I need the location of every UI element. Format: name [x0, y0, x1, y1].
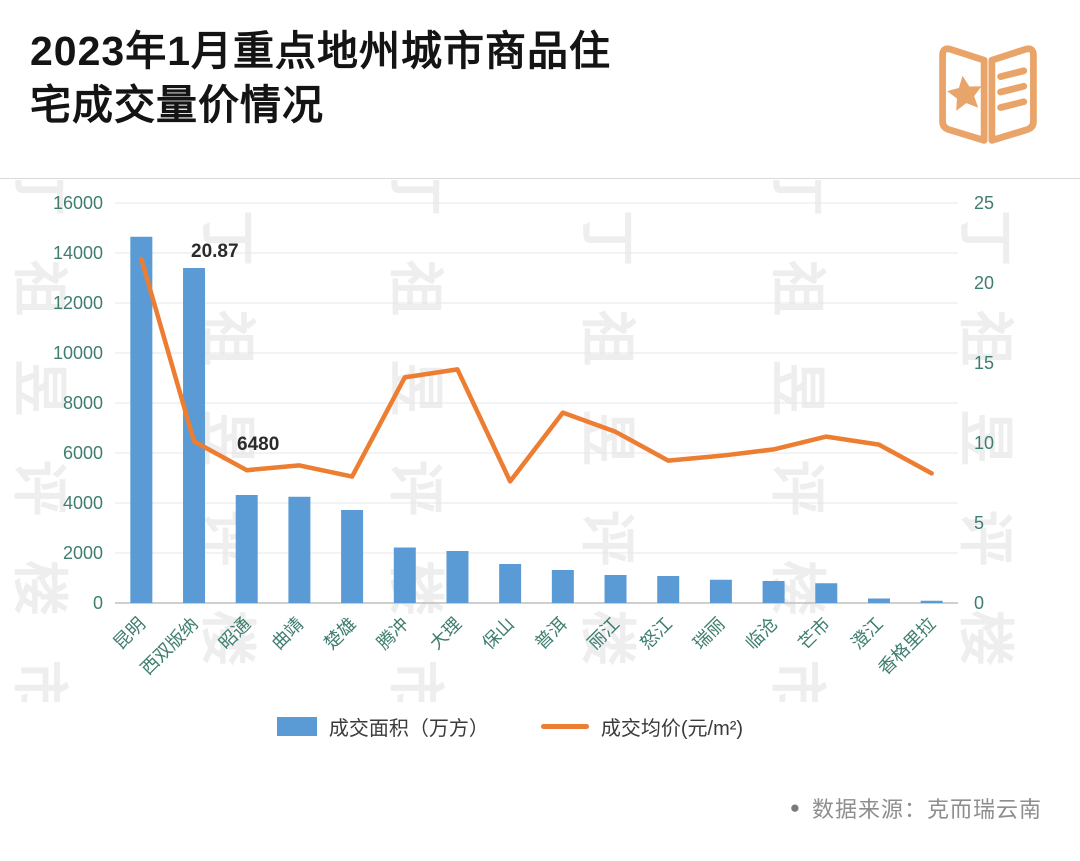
bar	[235, 495, 258, 603]
right-axis-tick: 5	[974, 513, 984, 533]
bar	[815, 583, 838, 603]
bar	[341, 510, 364, 603]
category-label: 西双版纳	[137, 614, 202, 679]
category-label: 楚雄	[320, 614, 360, 654]
bar-swatch-icon	[276, 717, 317, 736]
bar	[130, 236, 153, 603]
category-label: 香格里拉	[874, 614, 939, 679]
left-axis-tick: 8000	[63, 393, 103, 413]
left-axis-tick: 14000	[53, 243, 103, 263]
category-label: 保山	[478, 614, 518, 654]
text-lines-icon	[997, 67, 1028, 111]
category-label: 瑞丽	[689, 614, 729, 654]
page-title-line1: 2023年1月重点地州城市商品住	[30, 28, 612, 74]
header-divider	[0, 178, 1080, 179]
combo-chart: 0 2000 4000 6000 8000 10000 12000 14000 16000 0 5 1…	[53, 193, 994, 679]
bar	[446, 551, 469, 603]
category-label: 腾冲	[373, 614, 413, 654]
left-axis-tick: 2000	[63, 543, 103, 563]
legend-item-area: 成交面积（万方）	[276, 712, 489, 741]
bar	[657, 576, 680, 603]
page-title-line2: 宅成交量价情况	[30, 82, 324, 129]
bar	[393, 547, 416, 603]
bar	[709, 579, 732, 603]
bar	[499, 564, 522, 603]
page-title: 2023年1月重点地州城市商品住 宅成交量价情况	[30, 24, 850, 132]
left-axis-tick: 16000	[53, 193, 103, 213]
left-axis-tick: 12000	[53, 293, 103, 313]
right-axis-tick: 20	[974, 273, 994, 293]
category-label: 昆明	[110, 614, 150, 654]
chart-section: 丁祖昱评楼市 丁祖昱评楼市 丁祖昱评楼市 丁祖昱评楼市 丁祖昱评楼市 丁祖昱评楼市 0 20…	[0, 180, 1080, 702]
data-label: 6480	[237, 434, 279, 455]
category-label: 芒市	[795, 614, 835, 654]
legend-label-area: 成交面积（万方）	[328, 718, 489, 740]
category-label: 大理	[426, 614, 466, 654]
right-axis-tick: 10	[974, 433, 994, 453]
category-label: 丽江	[584, 614, 624, 654]
category-label: 澄江	[847, 614, 887, 654]
left-axis-tick: 10000	[53, 343, 103, 363]
data-source-text: 数据来源：克而瑞云南	[811, 797, 1042, 822]
left-axis-tick: 4000	[63, 493, 103, 513]
bullet-icon: ●	[789, 798, 800, 817]
chart-legend: 成交面积（万方） 成交均价(元/m²)	[0, 712, 1080, 741]
right-axis-tick: 0	[974, 593, 984, 613]
star-icon	[947, 75, 982, 111]
legend-item-price: 成交均价(元/m²)	[540, 712, 744, 741]
data-label: 20.87	[191, 241, 239, 262]
bar	[604, 575, 627, 603]
line-swatch-icon	[540, 724, 589, 729]
left-axis-tick: 0	[93, 593, 103, 613]
right-axis-tick: 15	[974, 353, 994, 373]
bar	[867, 598, 890, 603]
data-source: ● 数据来源：克而瑞云南	[790, 792, 1042, 824]
bar	[551, 570, 574, 603]
right-axis-tick: 25	[974, 193, 994, 213]
bar	[762, 581, 785, 603]
bar	[288, 496, 311, 603]
bar	[920, 600, 943, 603]
legend-label-price: 成交均价(元/m²)	[600, 718, 744, 740]
category-label: 怒江	[636, 614, 676, 654]
price-line	[139, 256, 934, 484]
category-label: 曲靖	[268, 614, 308, 654]
category-label: 普洱	[531, 614, 571, 654]
category-label: 昭通	[215, 614, 255, 654]
category-label: 临沧	[742, 614, 782, 654]
left-axis-tick: 6000	[63, 443, 103, 463]
brand-book-logo-icon	[939, 45, 1037, 144]
